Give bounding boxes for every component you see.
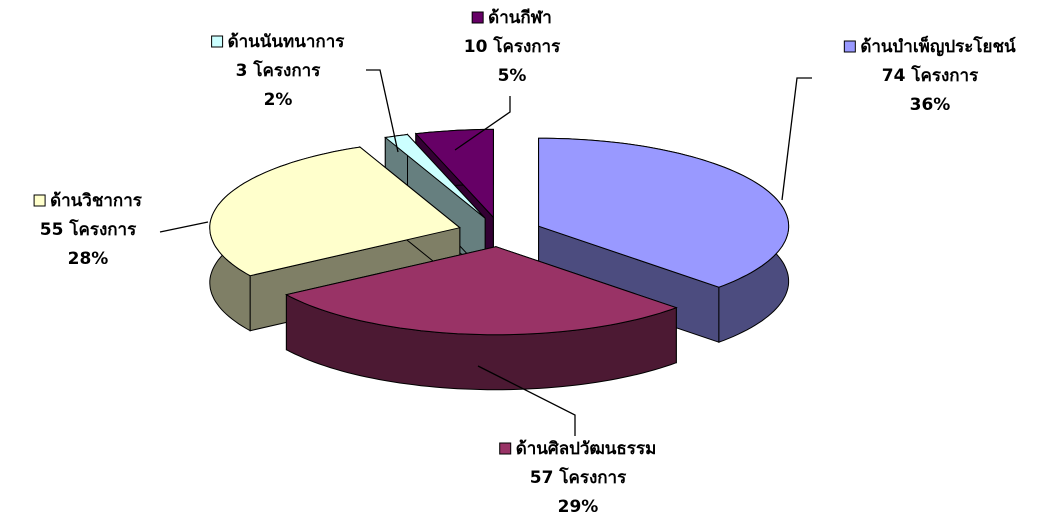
category-label: ด้านบำเพ็ญประโยชน์	[860, 34, 1016, 57]
percent-label: 36%	[910, 95, 951, 115]
value-label: 74 โครงการ	[882, 65, 979, 86]
pie	[209, 128, 790, 391]
percent-label: 5%	[498, 66, 527, 86]
slice-top	[284, 246, 678, 336]
legend-swatch	[499, 442, 512, 455]
category-label: ด้านกีฬา	[488, 7, 552, 28]
value-label: 55 โครงการ	[40, 219, 137, 240]
leader-line	[477, 365, 576, 436]
slice-top	[384, 133, 486, 219]
legend-swatch	[211, 35, 224, 48]
category-label: ด้านศิลปวัฒนธรรม	[516, 439, 657, 459]
leader-line	[366, 69, 399, 153]
percent-label: 2%	[264, 90, 293, 110]
value-label: 57 โครงการ	[530, 467, 627, 488]
legend-swatch	[471, 11, 484, 24]
percent-label: 29%	[558, 497, 599, 517]
leader-line	[781, 77, 812, 201]
category-label: ด้านนันทนาการ	[228, 32, 346, 52]
percent-label: 28%	[68, 249, 109, 269]
leader-line	[159, 221, 209, 233]
labels: ด้านบำเพ็ญประโยชน์ 74 โครงการ 36% ด้านศิลปว…	[33, 7, 1016, 517]
category-label: ด้านวิชาการ	[50, 191, 143, 211]
legend-swatch	[843, 40, 856, 53]
leader-line	[454, 96, 511, 151]
slice-top	[538, 137, 790, 288]
value-label: 3 โครงการ	[236, 60, 322, 81]
legend-swatch	[33, 194, 46, 207]
value-label: 10 โครงการ	[464, 36, 561, 57]
slice-top	[209, 146, 461, 277]
